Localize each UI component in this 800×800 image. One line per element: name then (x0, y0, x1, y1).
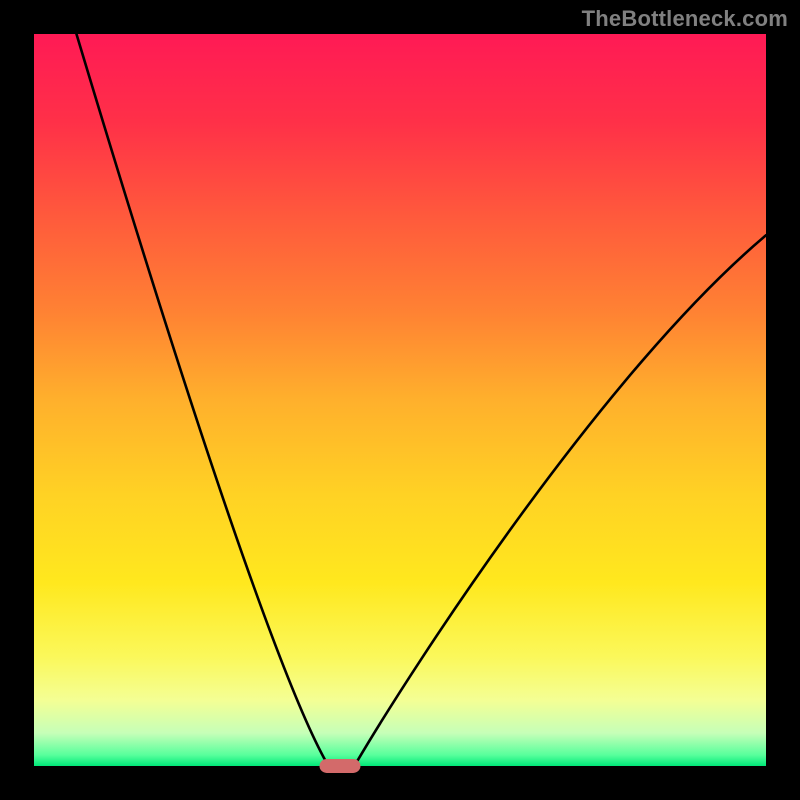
optimal-marker (319, 759, 360, 773)
bottleneck-chart (0, 0, 800, 800)
chart-container: TheBottleneck.com (0, 0, 800, 800)
plot-area (34, 34, 766, 766)
watermark-text: TheBottleneck.com (582, 6, 788, 32)
